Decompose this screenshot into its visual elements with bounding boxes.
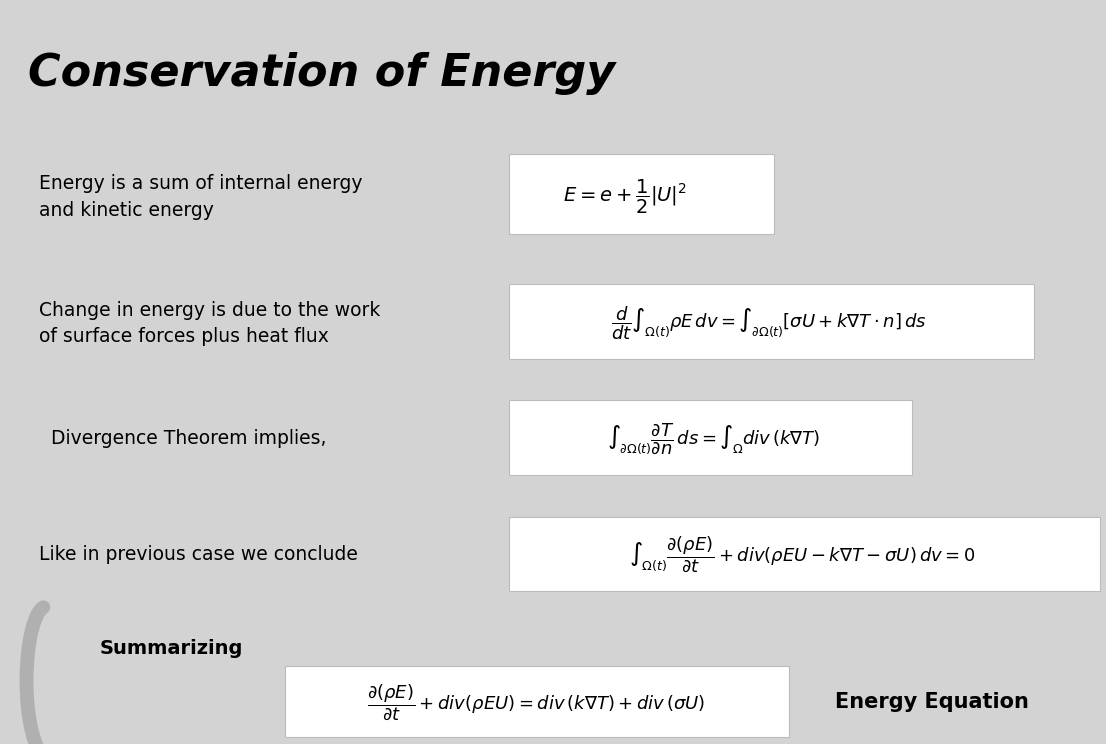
Text: Summarizing: Summarizing: [100, 639, 243, 658]
Text: $\int_{\Omega(t)} \dfrac{\partial(\rho E)}{\partial t} + div(\rho EU - k\nabla T: $\int_{\Omega(t)} \dfrac{\partial(\rho E…: [628, 534, 975, 574]
Text: Change in energy is due to the work
of surface forces plus heat flux: Change in energy is due to the work of s…: [39, 301, 380, 347]
Text: $E = e + \dfrac{1}{2}|U|^2$: $E = e + \dfrac{1}{2}|U|^2$: [563, 178, 687, 217]
FancyBboxPatch shape: [509, 400, 912, 475]
Text: Energy Equation: Energy Equation: [835, 692, 1029, 711]
FancyBboxPatch shape: [285, 666, 789, 737]
Text: Like in previous case we conclude: Like in previous case we conclude: [39, 545, 357, 564]
FancyBboxPatch shape: [509, 517, 1100, 591]
Text: Energy is a sum of internal energy
and kinetic energy: Energy is a sum of internal energy and k…: [39, 174, 362, 220]
Text: $\dfrac{\partial(\rho E)}{\partial t} + div(\rho EU) = div\,(k\nabla T) + div\,(: $\dfrac{\partial(\rho E)}{\partial t} + …: [367, 682, 706, 722]
Text: $\int_{\partial\Omega(t)} \dfrac{\partial T}{\partial n}\, ds = \int_{\Omega} di: $\int_{\partial\Omega(t)} \dfrac{\partia…: [607, 422, 820, 456]
Text: Conservation of Energy: Conservation of Energy: [28, 52, 615, 95]
FancyBboxPatch shape: [509, 284, 1034, 359]
FancyBboxPatch shape: [509, 154, 774, 234]
Text: $\dfrac{d}{dt}\int_{\Omega(t)} \rho E\, dv = \int_{\partial\Omega(t)} [\sigma U : $\dfrac{d}{dt}\int_{\Omega(t)} \rho E\, …: [611, 305, 927, 342]
Text: Divergence Theorem implies,: Divergence Theorem implies,: [39, 429, 326, 449]
